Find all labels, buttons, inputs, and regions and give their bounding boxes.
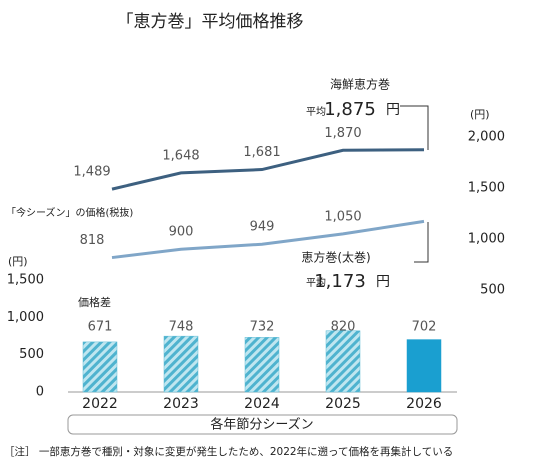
series-name: 恵方巻(太巻)	[301, 250, 370, 265]
data-label: 1,870	[324, 126, 361, 141]
data-label: 1,050	[324, 209, 361, 224]
y-tick-label: 500	[19, 347, 44, 362]
y-axis-label: (円)	[8, 255, 28, 268]
avg-unit: 円	[376, 274, 390, 290]
data-label: 1,489	[73, 165, 110, 180]
y-tick-label: 1,000	[468, 232, 505, 247]
bar	[325, 330, 361, 393]
series-name: 海鮮恵方巻	[330, 77, 390, 92]
y-tick-label: 500	[480, 283, 505, 298]
data-label: 748	[169, 320, 194, 335]
series-label: 価格差	[78, 295, 111, 309]
bar	[244, 337, 280, 393]
note: ［注］ 一部恵方巻で種別・対象に変更が発生したため、2022年に遡って価格を再集…	[4, 445, 453, 458]
y-tick-label: 0	[36, 385, 44, 400]
avg-label: 平均	[306, 106, 326, 118]
avg-value: 1,875	[324, 99, 376, 120]
x-tick-label: 2026	[406, 396, 442, 412]
data-label: 820	[331, 320, 356, 335]
y-axis-label: (円)	[470, 108, 490, 121]
line	[111, 219, 425, 260]
line	[111, 148, 425, 191]
data-label: 949	[250, 220, 275, 235]
bar	[406, 339, 442, 393]
bar	[82, 341, 118, 393]
x-tick-label: 2025	[325, 396, 361, 412]
chart-title: 「恵方巻」平均価格推移	[117, 12, 304, 32]
data-label: 818	[80, 233, 105, 248]
x-tick-label: 2023	[163, 396, 199, 412]
data-label: 732	[250, 320, 275, 335]
data-label: 1,648	[162, 148, 199, 163]
y-tick-label: 1,500	[7, 273, 44, 288]
y-tick-label: 2,000	[468, 130, 505, 145]
x-tick-label: 2024	[244, 396, 280, 412]
bracket	[414, 222, 429, 263]
subtitle: 「今シーズン」の価格(税抜)	[6, 206, 133, 219]
x-axis-label: 各年節分シーズン	[210, 417, 313, 433]
avg-label: 平均	[306, 277, 326, 289]
data-label: 671	[88, 320, 113, 335]
avg-unit: 円	[386, 102, 400, 118]
bracket	[400, 105, 429, 150]
data-label: 900	[169, 225, 194, 240]
bar	[163, 335, 199, 393]
x-axis-box	[67, 414, 458, 435]
data-label: 702	[412, 320, 437, 335]
avg-value: 1,173	[314, 271, 366, 292]
data-label: 1,681	[243, 145, 280, 160]
y-tick-label: 1,500	[468, 181, 505, 196]
y-tick-label: 1,000	[7, 310, 44, 325]
x-tick-label: 2022	[82, 396, 118, 412]
